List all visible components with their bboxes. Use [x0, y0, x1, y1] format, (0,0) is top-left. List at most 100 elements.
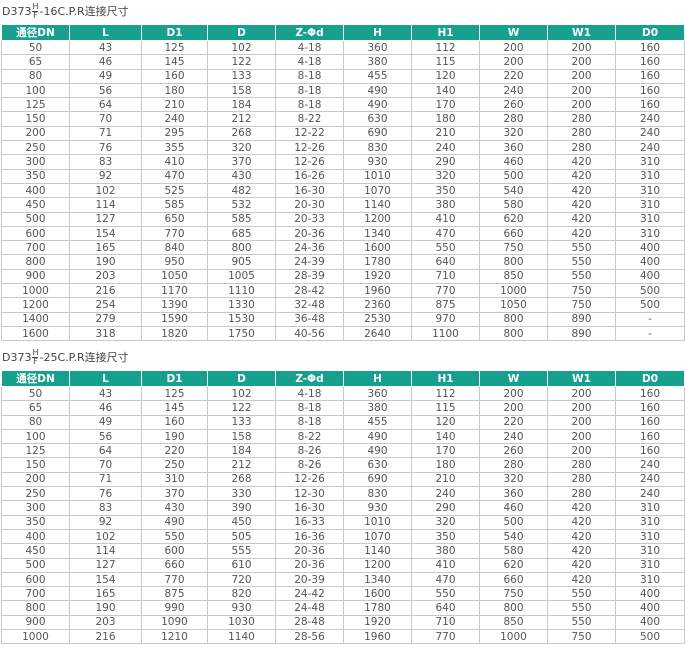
cell: 120: [411, 414, 480, 430]
cell: 400: [615, 586, 685, 602]
cell: 1050: [479, 297, 548, 313]
data-row: 125 64 210 184 8-18 490 170 260 200 160: [1, 97, 685, 113]
data-row: 65 46 145 122 4-18 380 115 200 200 160: [1, 54, 685, 70]
cell: 56: [69, 82, 142, 99]
cell: 280: [479, 111, 548, 127]
cell: 160: [615, 443, 685, 459]
cell: 310: [615, 154, 685, 170]
cell: 200: [547, 82, 616, 99]
cell: 1000: [479, 283, 548, 299]
cell: 720: [207, 571, 276, 588]
cell: 280: [547, 471, 616, 488]
cell: -: [615, 325, 685, 342]
cell: 280: [547, 125, 616, 142]
cell: 184: [207, 443, 276, 459]
cell: 800: [1, 254, 70, 270]
cell: 550: [547, 600, 616, 616]
cell: 420: [547, 543, 616, 559]
cell: 1170: [141, 283, 208, 299]
cell: 310: [615, 168, 685, 184]
cell: 930: [207, 600, 276, 616]
cell: 160: [615, 97, 685, 113]
cell: 370: [141, 486, 208, 502]
data-row: 80 49 160 133 8-18 455 120 220 200 160: [1, 414, 685, 430]
cell: 620: [479, 557, 548, 573]
cell: 490: [343, 428, 412, 445]
cell: 1210: [141, 629, 208, 645]
cell: 46: [69, 54, 142, 70]
cell: 900: [1, 614, 70, 631]
data-row: 800 190 990 930 24-48 1780 640 800 550 400: [1, 600, 685, 616]
data-row: 50 43 125 102 4-18 360 112 200 200 160: [1, 385, 685, 402]
cell: 1400: [1, 311, 70, 327]
cell: 310: [615, 182, 685, 199]
cell: 120: [411, 68, 480, 84]
cell: 660: [141, 557, 208, 573]
cell: 20-36: [275, 543, 344, 559]
cell: 200: [547, 39, 616, 56]
cell: 470: [141, 168, 208, 184]
cell: 525: [141, 182, 208, 199]
cell: 550: [411, 240, 480, 256]
cell: 8-18: [275, 68, 344, 84]
cell: 1780: [343, 600, 412, 616]
cell: 820: [207, 586, 276, 602]
cell: 500: [1, 211, 70, 227]
cell: 150: [1, 457, 70, 473]
cell: 12-26: [275, 140, 344, 156]
header-cell: H1: [411, 24, 480, 41]
cell: 145: [141, 400, 208, 416]
title-prefix: D373: [2, 350, 32, 364]
cell: 550: [547, 254, 616, 270]
cell: 250: [1, 140, 70, 156]
cell: 212: [207, 457, 276, 473]
cell: 102: [69, 528, 142, 545]
cell: 1110: [207, 283, 276, 299]
cell: 160: [615, 39, 685, 56]
cell: 190: [141, 428, 208, 445]
cell: 1200: [343, 211, 412, 227]
header-cell: H1: [411, 370, 480, 387]
cell: 455: [343, 414, 412, 430]
cell: 585: [207, 211, 276, 227]
cell: 210: [141, 97, 208, 113]
cell: 140: [411, 82, 480, 99]
cell: 140: [411, 428, 480, 445]
cell: 320: [207, 140, 276, 156]
cell: 420: [547, 168, 616, 184]
cell: 8-18: [275, 414, 344, 430]
cell: 890: [547, 325, 616, 342]
cell: 410: [411, 211, 480, 227]
cell: 145: [141, 54, 208, 70]
cell: 170: [411, 443, 480, 459]
cell: 1200: [1, 297, 70, 313]
cell: 115: [411, 54, 480, 70]
cell: 240: [615, 471, 685, 488]
cell: 280: [547, 111, 616, 127]
cell: 210: [411, 471, 480, 488]
cell: 70: [69, 457, 142, 473]
cell: 268: [207, 125, 276, 142]
header-cell: 通径DN: [1, 24, 70, 41]
cell: 1100: [411, 325, 480, 342]
cell: 4-18: [275, 54, 344, 70]
cell: 310: [615, 500, 685, 516]
data-row: 150 70 240 212 8-22 630 180 280 280 240: [1, 111, 685, 127]
cell: 585: [141, 197, 208, 213]
cell: 800: [479, 254, 548, 270]
cell: 770: [141, 571, 208, 588]
data-row: 1200 254 1390 1330 32-48 2360 875 1050 750 500: [1, 297, 685, 313]
cell: 1920: [343, 614, 412, 631]
cell: 12-30: [275, 486, 344, 502]
data-table: 通径DN L D1 D Z-Φd H H1 W W1 D0 50 43 125 102 4-18 360 112…: [1, 24, 685, 342]
cell: 24-48: [275, 600, 344, 616]
cell: 400: [615, 240, 685, 256]
cell: 1750: [207, 325, 276, 342]
cell: 1960: [343, 629, 412, 645]
cell: 28-42: [275, 283, 344, 299]
cell: 310: [615, 514, 685, 530]
title-prefix: D373: [2, 4, 32, 18]
cell: 4-18: [275, 385, 344, 402]
cell: 125: [1, 97, 70, 113]
cell: 700: [1, 586, 70, 602]
